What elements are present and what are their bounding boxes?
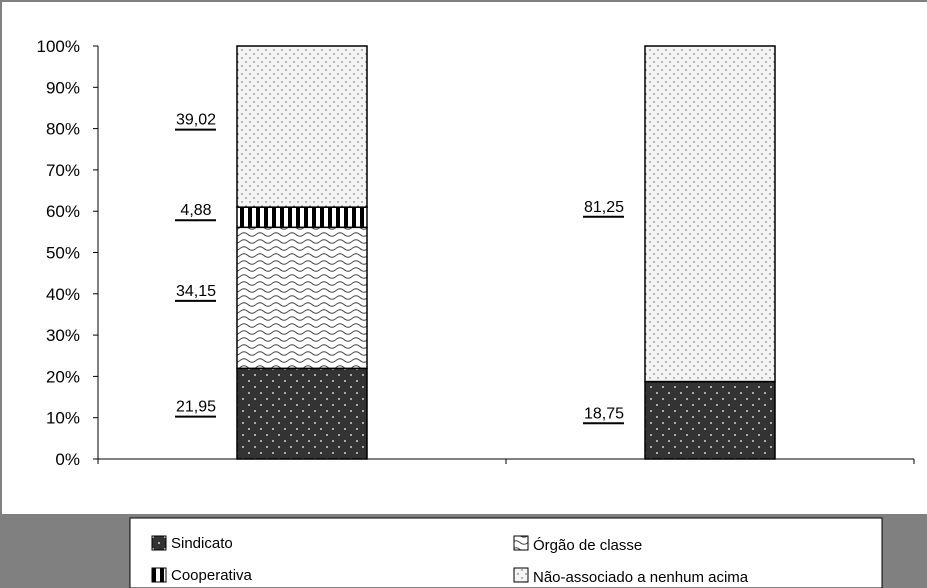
data-labels: 21,95 34,15 4,88 39,02 18,75 81,25	[175, 112, 624, 425]
y-tick-label: 30%	[46, 326, 80, 345]
y-tick-label: 40%	[46, 285, 80, 304]
x-tick-label: Não-associados	[645, 481, 774, 501]
legend-box	[129, 517, 883, 588]
data-label: 39,02	[176, 112, 216, 129]
legend-item-sindicato: Sindicato	[151, 535, 233, 552]
legend-label-nao-associado: Não-associado a nenhum acima	[533, 569, 749, 586]
data-label: 21,95	[176, 399, 216, 416]
bar-segment	[644, 380, 776, 460]
legend-label-cooperativa: Cooperativa	[171, 567, 253, 584]
bar-segment	[644, 45, 776, 383]
data-label: 81,25	[584, 199, 624, 216]
legend-swatch-nao-associado	[513, 567, 529, 583]
y-tick-label: 100%	[37, 37, 80, 56]
legend-label-sindicato: Sindicato	[171, 535, 233, 552]
data-label: 18,75	[584, 405, 624, 422]
bar-segment	[236, 206, 368, 229]
legend-swatch-orgao-de-classe	[513, 535, 529, 551]
data-label: 4,88	[180, 202, 211, 219]
legend-swatch-cooperativa	[151, 567, 167, 583]
bar-segment	[236, 45, 368, 208]
legend-item-cooperativa: Cooperativa	[151, 567, 253, 584]
x-tick-label: Associados	[256, 481, 348, 501]
y-axis-ticks: 0% 10% 20% 30% 40% 50% 60% 70% 80% 90% 100%	[37, 37, 98, 469]
bars	[236, 45, 776, 460]
y-tick-label: 70%	[46, 161, 80, 180]
y-tick-label: 80%	[46, 120, 80, 139]
legend: Sindicato Cooperativa Órgão de classe Nã…	[129, 517, 883, 588]
plot-area	[2, 2, 927, 514]
y-tick-label: 10%	[46, 409, 80, 428]
y-tick-label: 50%	[46, 244, 80, 263]
legend-item-nao-associado: Não-associado a nenhum acima	[513, 567, 749, 586]
y-tick-label: 0%	[55, 450, 80, 469]
legend-swatch-sindicato	[151, 535, 167, 551]
legend-label-orgao-de-classe: Órgão de classe	[533, 537, 642, 554]
bar-segment	[236, 367, 368, 460]
y-tick-label: 60%	[46, 202, 80, 221]
bar-segment	[236, 226, 368, 370]
y-tick-label: 20%	[46, 367, 80, 386]
legend-item-orgao-de-classe: Órgão de classe	[513, 535, 642, 554]
data-label: 34,15	[176, 283, 216, 300]
y-tick-label: 90%	[46, 78, 80, 97]
x-axis-ticks: Associados Não-associados	[97, 459, 915, 501]
